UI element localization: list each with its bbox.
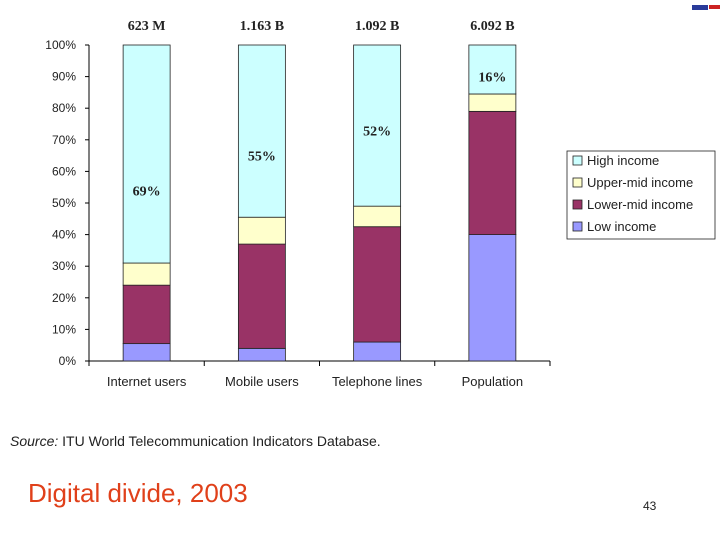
- y-tick-label: 20%: [52, 291, 76, 305]
- percent-annotation: 55%: [248, 150, 276, 165]
- legend-swatch: [572, 199, 583, 210]
- percent-annotation: 16%: [478, 71, 506, 86]
- y-tick-label: 70%: [52, 133, 76, 147]
- legend-label: High income: [587, 153, 659, 168]
- legend-swatch: [572, 177, 583, 188]
- percent-annotation: 69%: [133, 184, 161, 199]
- x-category-label: Telephone lines: [332, 374, 423, 389]
- y-tick-label: 0%: [59, 354, 77, 368]
- source-note: Source: ITU World Telecommunication Indi…: [10, 433, 381, 449]
- percent-annotation: 52%: [363, 124, 391, 139]
- y-tick-label: 40%: [52, 228, 76, 242]
- legend-label: Lower-mid income: [587, 197, 693, 212]
- bar-segment-upper-mid-income: [353, 205, 402, 228]
- bar-total-label: 1.163 B: [240, 19, 284, 34]
- legend-label: Upper-mid income: [587, 175, 693, 190]
- chart-labels: Internet users 623 M Mobile users 1.163 B Te…: [107, 19, 523, 389]
- bar-segment-lower-mid-income: [122, 284, 171, 345]
- bar-segment-lower-mid-income: [468, 110, 517, 235]
- bar-segment-lower-mid-income: [237, 243, 286, 349]
- bar-segment-upper-mid-income: [122, 262, 171, 286]
- bar-segment-low-income: [237, 347, 286, 362]
- y-tick-label: 100%: [45, 38, 76, 52]
- chart-legend: High income Upper-mid income Lower-mid inc…: [566, 150, 716, 240]
- legend-box: [566, 150, 716, 240]
- bar-segment-high-income: [237, 44, 286, 218]
- legend-swatch: [572, 155, 583, 166]
- bar-segment-upper-mid-income: [237, 216, 286, 245]
- bar-segment-high-income: [122, 44, 171, 264]
- bar-total-label: 6.092 B: [470, 19, 514, 34]
- y-tick-label: 90%: [52, 70, 76, 84]
- bar-segment-lower-mid-income: [353, 226, 402, 343]
- y-tick-label: 50%: [52, 196, 76, 210]
- bar-segment-low-income: [353, 341, 402, 362]
- bar-segment-high-income: [468, 44, 517, 95]
- y-tick-label: 10%: [52, 322, 76, 336]
- x-category-label: Mobile users: [225, 374, 299, 389]
- slide-caption: Digital divide, 2003: [28, 478, 248, 508]
- source-text: ITU World Telecommunication Indicators D…: [58, 433, 381, 449]
- bar-total-label: 623 M: [128, 19, 166, 34]
- x-category-label: Internet users: [107, 374, 187, 389]
- y-tick-label: 80%: [52, 101, 76, 115]
- bar-segment-low-income: [122, 343, 171, 362]
- corner-logo: [678, 0, 720, 13]
- x-category-label: Population: [462, 374, 523, 389]
- bar-segment-high-income: [353, 44, 402, 207]
- y-tick-label: 30%: [52, 259, 76, 273]
- legend-swatch: [572, 221, 583, 232]
- page-number: 43: [643, 499, 657, 513]
- chart-bars: [122, 44, 517, 362]
- source-label: Source:: [10, 433, 59, 449]
- bar-segment-upper-mid-income: [468, 93, 517, 112]
- legend-label: Low income: [587, 219, 656, 234]
- bar-segment-low-income: [468, 234, 517, 362]
- y-tick-label: 60%: [52, 164, 76, 178]
- bar-total-label: 1.092 B: [355, 19, 399, 34]
- chart-axes: 0% 10% 20% 30% 40% 50% 60% 70% 80% 90% 100%: [45, 38, 551, 368]
